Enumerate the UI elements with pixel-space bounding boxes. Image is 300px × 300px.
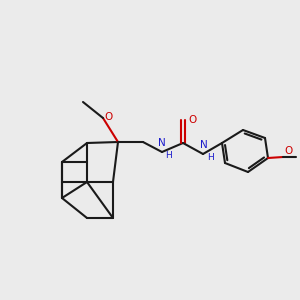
- Text: O: O: [188, 115, 197, 125]
- Text: H: H: [207, 152, 214, 161]
- Text: O: O: [284, 146, 292, 155]
- Text: O: O: [104, 112, 113, 122]
- Text: N: N: [158, 137, 166, 148]
- Text: H: H: [165, 151, 171, 160]
- Text: N: N: [200, 140, 208, 149]
